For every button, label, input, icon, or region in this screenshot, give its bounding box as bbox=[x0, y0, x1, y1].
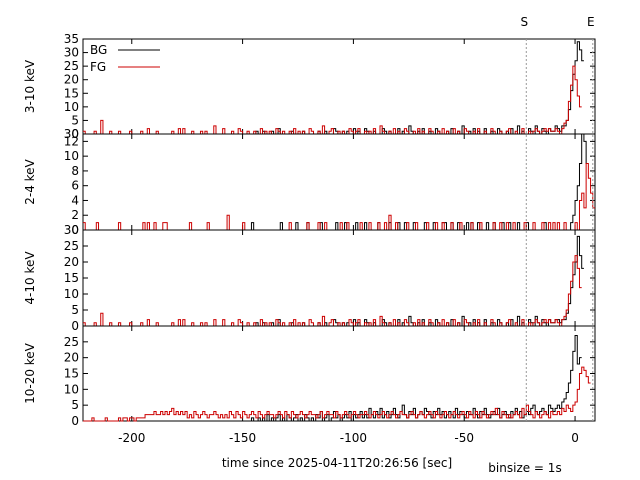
legend-label-fg: FG bbox=[90, 60, 106, 74]
binsize-label: binsize = 1s bbox=[488, 461, 561, 475]
y-tick-label: 15 bbox=[64, 86, 79, 100]
y-tick-label: 15 bbox=[64, 367, 79, 381]
y-tick-label: 20 bbox=[64, 255, 79, 269]
y-tick-label: 30 bbox=[64, 46, 79, 60]
panel-frame bbox=[82, 133, 596, 231]
y-tick-label: 5 bbox=[71, 113, 79, 127]
series-bg-line bbox=[83, 235, 584, 327]
y-tick-label: 25 bbox=[64, 59, 79, 73]
x-axis-label: time since 2025-04-11T20:26:56 [sec] bbox=[222, 456, 452, 470]
y-tick-label: 0 bbox=[71, 127, 79, 141]
y-axis-label: 10-20 keV bbox=[23, 342, 37, 404]
y-tick-label: 20 bbox=[64, 351, 79, 365]
x-tick-label: -50 bbox=[454, 431, 474, 445]
y-tick-label: 0 bbox=[71, 319, 79, 333]
y-axis-label: 3-10 keV bbox=[23, 59, 37, 113]
panel-frame bbox=[82, 325, 596, 422]
y-tick-label: 0 bbox=[71, 414, 79, 428]
panel-2: 0 5 10 15 20 25 30 4-10 keV bbox=[23, 223, 596, 333]
x-tick-label: -100 bbox=[340, 431, 367, 445]
y-tick-label: 12 bbox=[64, 134, 79, 148]
y-tick-label: 10 bbox=[64, 287, 79, 301]
y-tick-label: 0 bbox=[71, 223, 79, 237]
series-bg-line bbox=[83, 41, 584, 135]
y-tick-label: 8 bbox=[71, 164, 79, 178]
legend-label-bg: BG bbox=[90, 43, 107, 57]
y-tick-label-overlap: 30 bbox=[64, 127, 79, 141]
y-tick-label: 25 bbox=[64, 239, 79, 253]
x-tick-label: -200 bbox=[118, 431, 145, 445]
legend: BG FG bbox=[90, 43, 160, 74]
marker-label-e: E bbox=[587, 15, 595, 29]
x-tick-label: 0 bbox=[571, 431, 579, 445]
series-fg-line bbox=[83, 163, 595, 231]
y-tick-label: 5 bbox=[71, 303, 79, 317]
series-bg-line bbox=[83, 335, 582, 422]
series-bg-line bbox=[83, 133, 589, 231]
x-tick-label: -150 bbox=[229, 431, 256, 445]
panel-frame bbox=[82, 229, 596, 327]
marker-label-s: S bbox=[520, 15, 528, 29]
y-tick-label: 5 bbox=[71, 398, 79, 412]
y-tick-label: 6 bbox=[71, 179, 79, 193]
y-tick-label: 10 bbox=[64, 149, 79, 163]
y-tick-label: 10 bbox=[64, 382, 79, 396]
y-tick-label: 10 bbox=[64, 100, 79, 114]
series-fg-line bbox=[83, 366, 591, 422]
y-tick-label: 25 bbox=[64, 335, 79, 349]
series-fg-line bbox=[83, 65, 582, 135]
y-tick-label: 4 bbox=[71, 193, 79, 207]
y-tick-label: 2 bbox=[71, 208, 79, 222]
y-tick-label: 35 bbox=[64, 32, 79, 46]
y-axis-label: 2-4 keV bbox=[23, 158, 37, 204]
series-fg-line bbox=[83, 255, 582, 327]
panel-frame bbox=[82, 38, 596, 135]
y-tick-label: 15 bbox=[64, 271, 79, 285]
y-tick-label: 20 bbox=[64, 73, 79, 87]
y-axis-label: 4-10 keV bbox=[23, 251, 37, 305]
y-tick-label-overlap: 30 bbox=[64, 223, 79, 237]
